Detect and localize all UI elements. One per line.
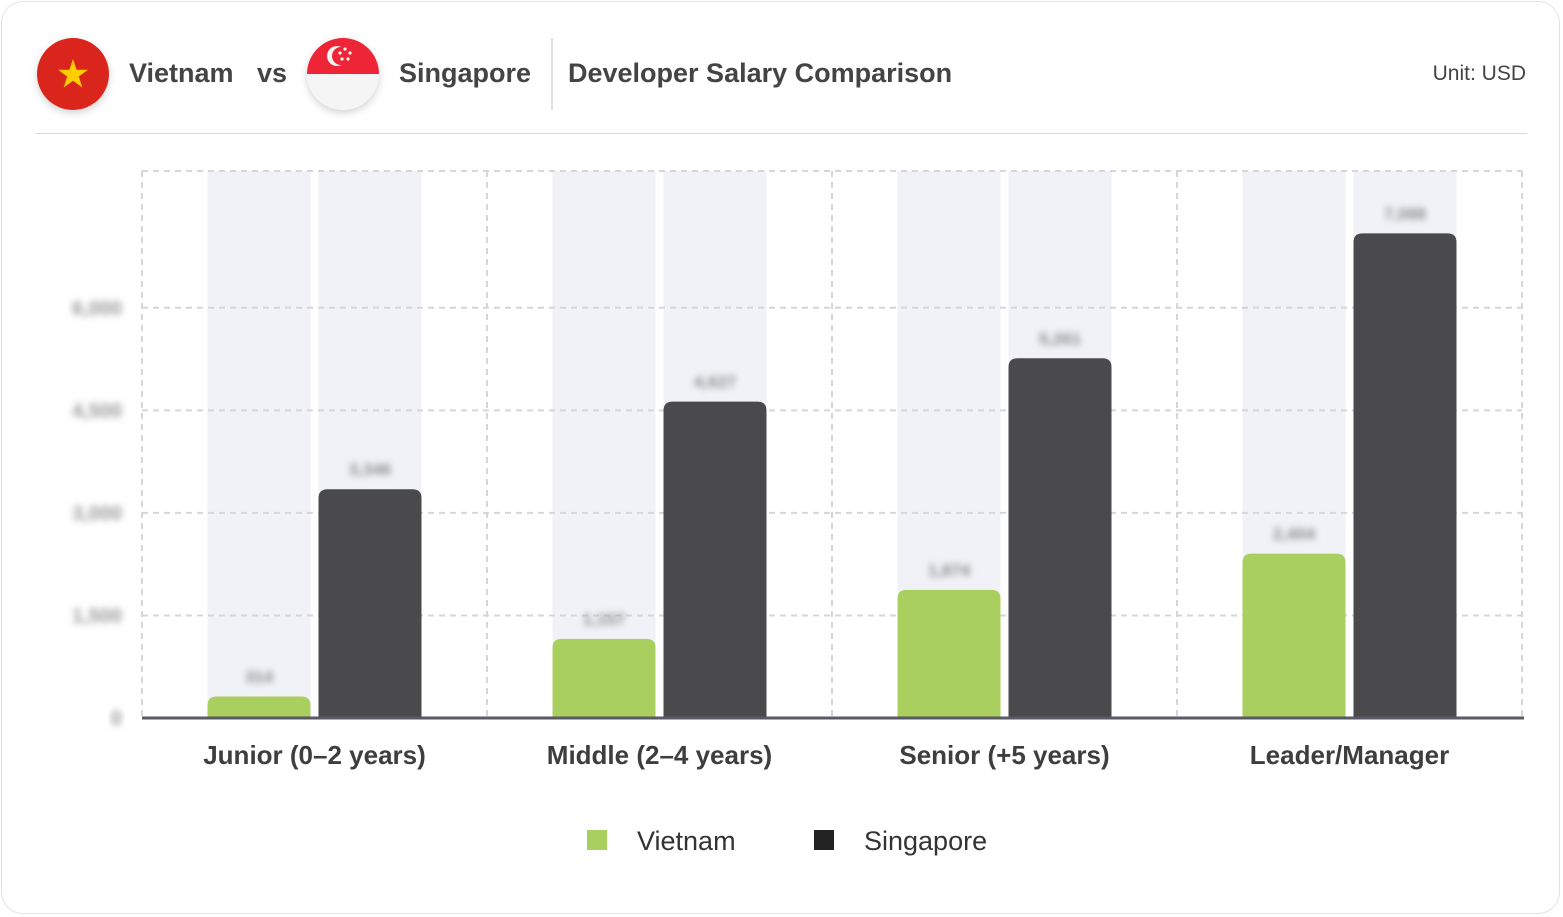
y-tick-label: 6,000 bbox=[72, 298, 122, 320]
bar-singapore bbox=[1353, 233, 1457, 718]
value-label: 1,157 bbox=[583, 610, 626, 629]
y-tick-label: 4,500 bbox=[72, 400, 122, 422]
legend-label-singapore: Singapore bbox=[864, 826, 988, 856]
bar-vietnam bbox=[1242, 553, 1346, 718]
header-divider bbox=[551, 38, 553, 110]
y-tick-label: 3,000 bbox=[72, 503, 122, 525]
y-tick-label: 1,500 bbox=[72, 605, 122, 627]
vietnam-flag-icon bbox=[37, 38, 109, 110]
x-tick-label: Junior (0–2 years) bbox=[203, 740, 426, 770]
value-label: 4,627 bbox=[694, 373, 737, 392]
unit-label: Unit: USD bbox=[1432, 62, 1526, 85]
country-a-label: Vietnam bbox=[129, 58, 234, 88]
x-tick-label: Leader/Manager bbox=[1250, 740, 1449, 770]
bar-background bbox=[207, 171, 311, 718]
chart-title: Developer Salary Comparison bbox=[568, 58, 953, 88]
vs-label: vs bbox=[257, 58, 288, 88]
bar-singapore bbox=[318, 489, 422, 718]
value-label: 3,346 bbox=[349, 460, 392, 479]
singapore-flag-icon bbox=[307, 38, 379, 110]
value-label: 7,088 bbox=[1384, 204, 1427, 223]
x-tick-label: Senior (+5 years) bbox=[899, 740, 1109, 770]
header-separator bbox=[36, 133, 1527, 134]
legend-swatch-vietnam bbox=[587, 830, 607, 850]
bar-vietnam bbox=[897, 589, 1001, 718]
x-tick-label: Middle (2–4 years) bbox=[547, 740, 772, 770]
chart-header: Vietnam vs Singapore Developer Salary Co… bbox=[0, 0, 1563, 134]
value-label: 1,874 bbox=[928, 561, 971, 580]
bar-vietnam bbox=[552, 638, 656, 718]
bar-singapore bbox=[1008, 358, 1112, 718]
legend-swatch-singapore bbox=[814, 830, 834, 850]
y-tick-label: 0 bbox=[111, 708, 122, 730]
country-b-label: Singapore bbox=[399, 58, 532, 88]
bar-singapore bbox=[663, 401, 767, 718]
legend-label-vietnam: Vietnam bbox=[637, 826, 736, 856]
value-label: 314 bbox=[245, 668, 274, 687]
value-label: 5,261 bbox=[1039, 329, 1082, 348]
value-label: 2,404 bbox=[1273, 525, 1316, 544]
bar-background bbox=[552, 171, 656, 718]
bar-vietnam bbox=[207, 696, 311, 718]
